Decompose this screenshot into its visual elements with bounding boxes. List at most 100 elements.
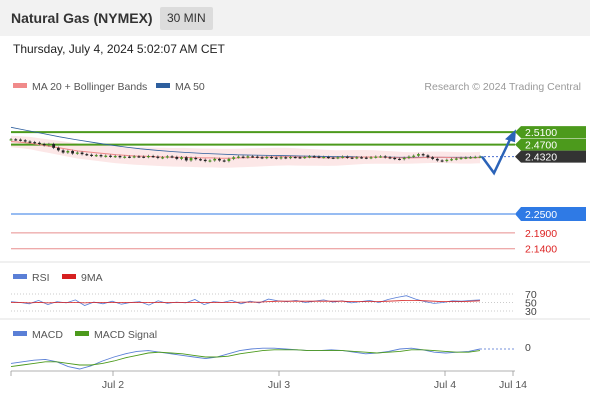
candle-body <box>383 156 387 158</box>
candle-body <box>298 157 302 159</box>
x-axis-tick-label: Jul 4 <box>434 379 456 391</box>
candle-body <box>469 157 472 159</box>
candle-body <box>222 160 226 162</box>
candle-body <box>355 157 359 159</box>
candle-body <box>161 157 164 159</box>
candle-body <box>274 157 278 159</box>
candle-body <box>113 156 117 158</box>
candle-body <box>218 158 221 161</box>
candle-body <box>393 157 397 160</box>
ma20-legend-label: MA 20 + Bollinger Bands <box>32 81 147 93</box>
level-label: 2.4700 <box>525 140 557 152</box>
candle-body <box>47 144 51 146</box>
x-axis-tick-label: Jul 2 <box>102 379 124 391</box>
timeframe-badge[interactable]: 30 MIN <box>160 7 213 30</box>
candle-body <box>180 157 183 159</box>
candle-body <box>464 157 468 159</box>
x-axis-tick-label: Jul 3 <box>268 379 290 391</box>
candle-body <box>445 159 449 162</box>
candle-body <box>104 155 108 157</box>
level-label: 2.2500 <box>525 209 557 221</box>
candle-body <box>71 150 74 154</box>
ma50-line <box>10 126 480 158</box>
level-label: 2.1400 <box>525 244 557 256</box>
candle-body <box>175 156 179 159</box>
rsi-ma-line <box>11 300 481 304</box>
candle-body <box>75 152 79 154</box>
copyright-label: Research © 2024 Trading Central <box>424 81 581 93</box>
macd-legend-swatch <box>13 331 27 336</box>
header-bar: Natural Gas (NYMEX) 30 MIN <box>0 0 590 36</box>
rsi-tick-label: 50 <box>525 298 537 310</box>
candle-body <box>232 157 236 159</box>
level-label-bg <box>515 126 586 139</box>
last-price-label-bg <box>515 150 586 163</box>
candle-body <box>459 157 463 160</box>
candle-body <box>170 156 174 158</box>
candle-body <box>421 154 425 156</box>
candle-body <box>251 156 255 158</box>
candle-body <box>94 155 98 157</box>
candle-body <box>312 156 316 158</box>
rsi-tick-label: 30 <box>525 306 537 318</box>
candle-body <box>165 156 169 158</box>
candle-body <box>38 142 41 145</box>
candle-body <box>118 156 122 158</box>
candle-body <box>265 156 269 159</box>
candle-body <box>246 156 250 158</box>
candle-body <box>360 157 363 159</box>
candle-body <box>412 155 416 157</box>
candle-body <box>450 159 453 161</box>
candle-body <box>317 156 321 158</box>
candle-body <box>379 156 382 158</box>
level-label: 2.1900 <box>525 228 557 240</box>
rsi-legend-swatch <box>13 274 27 279</box>
candle-body <box>189 157 193 161</box>
candle-body <box>478 156 482 158</box>
candle-body <box>23 140 27 142</box>
candle-body <box>374 156 378 158</box>
candle-body <box>42 144 46 146</box>
candle-body <box>227 158 231 162</box>
candle-body <box>208 160 212 162</box>
candle-body <box>128 156 131 158</box>
level-label: 2.5100 <box>525 127 557 139</box>
candle-body <box>426 155 430 158</box>
candle-body <box>327 156 330 159</box>
candle-body <box>398 158 401 161</box>
forecast-arrowhead <box>505 129 516 143</box>
candle-body <box>28 141 32 143</box>
candle-body <box>270 156 273 159</box>
candle-body <box>345 156 349 158</box>
candle-body <box>402 157 406 160</box>
candle-body <box>417 154 420 156</box>
ma50-legend-label: MA 50 <box>175 81 205 93</box>
level-label-bg <box>515 138 586 151</box>
candle-body <box>303 156 307 159</box>
candle-body <box>109 155 112 157</box>
candle-body <box>137 156 141 158</box>
candle-body <box>336 157 340 159</box>
candle-body <box>203 159 207 162</box>
candle-body <box>431 157 435 159</box>
macd-signal-legend-swatch <box>75 331 89 336</box>
candle-body <box>255 156 259 158</box>
candle-body <box>14 139 18 141</box>
candle-body <box>99 155 103 157</box>
candle-body <box>194 157 198 160</box>
bollinger-band <box>11 135 480 168</box>
ma20-line <box>10 141 481 159</box>
candle-body <box>407 156 411 158</box>
forecast-arrow <box>480 134 514 176</box>
candle-body <box>142 156 146 158</box>
ma20-legend-swatch <box>13 83 27 88</box>
candle-body <box>123 156 127 158</box>
macd-line <box>10 347 481 370</box>
candle-body <box>9 139 13 141</box>
rsi-legend-label: RSI <box>32 272 50 284</box>
candle-body <box>184 157 188 161</box>
candle-body <box>56 147 60 151</box>
candle-body <box>473 156 477 159</box>
candle-body <box>213 158 217 161</box>
candle-body <box>364 157 368 159</box>
